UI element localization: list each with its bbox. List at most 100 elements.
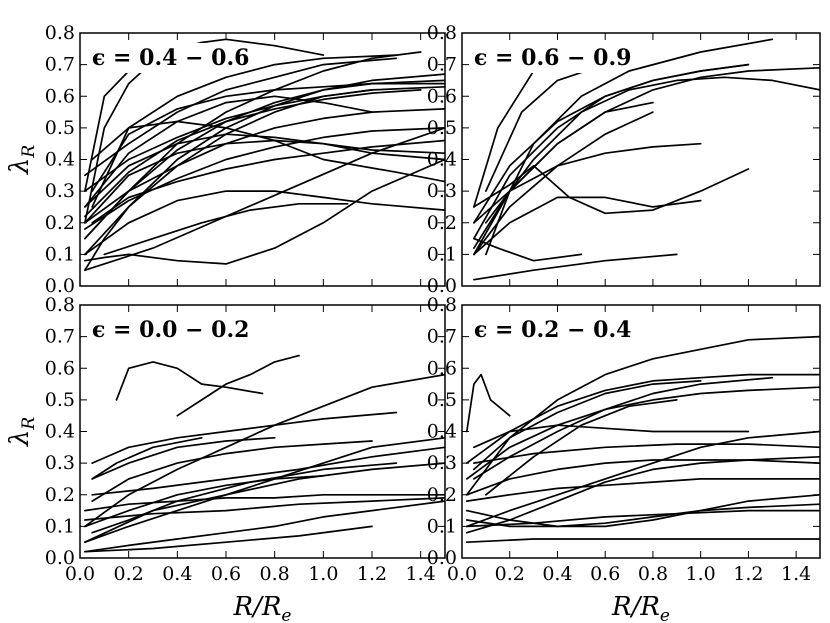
series-line-11 bbox=[84, 474, 325, 528]
y-tick-label: 0.6 bbox=[45, 85, 75, 107]
x-tick-label: 0.0 bbox=[65, 563, 95, 585]
y-tick-label: 0.8 bbox=[45, 22, 75, 44]
series-line-8 bbox=[84, 190, 445, 256]
series-line-5 bbox=[84, 500, 445, 553]
series-line-6 bbox=[473, 196, 702, 256]
y-tick-label: 0.0 bbox=[45, 275, 75, 297]
series-line-4 bbox=[84, 73, 445, 256]
y-tick-label: 0.7 bbox=[45, 54, 75, 76]
series-line-9 bbox=[465, 509, 820, 528]
y-tick-label: 0.6 bbox=[45, 357, 75, 379]
series-line-13 bbox=[84, 89, 422, 218]
series-line-16 bbox=[84, 89, 373, 192]
y-tick-label: 0.6 bbox=[427, 85, 457, 107]
series-line-15 bbox=[465, 455, 820, 534]
y-tick-label: 0.4 bbox=[427, 149, 457, 171]
series-line-6 bbox=[84, 158, 445, 265]
x-tick-label: 0.4 bbox=[162, 563, 192, 585]
series-line-13 bbox=[91, 436, 203, 480]
series-line-0 bbox=[115, 361, 264, 401]
series-line-5 bbox=[465, 493, 820, 528]
series-line-8 bbox=[91, 411, 398, 464]
series-line-12 bbox=[485, 399, 678, 496]
panel-bottom-right: 0.0 0.1 0.2 0.3 0.4 0.5 0.6 0.7 0.8 0.0 0.2 0.4 0.6 0… bbox=[427, 294, 821, 623]
series-line-3 bbox=[465, 386, 820, 480]
y-tick-label: 0.5 bbox=[427, 117, 457, 139]
curves bbox=[465, 335, 820, 544]
y-tick-label: 0.1 bbox=[427, 515, 457, 537]
x-tick-label: 0.0 bbox=[447, 563, 477, 585]
y-tick-label: 0.7 bbox=[45, 326, 75, 348]
y-tick-label: 0.3 bbox=[427, 452, 457, 474]
x-tick-label: 1.2 bbox=[357, 563, 387, 585]
y-tick-label: 0.8 bbox=[45, 294, 75, 316]
x-tick-label: 0.6 bbox=[211, 563, 241, 585]
y-tick-label: 0.4 bbox=[45, 421, 75, 443]
series-line-9 bbox=[473, 101, 654, 249]
series-line-11 bbox=[473, 63, 750, 224]
series-line-4 bbox=[473, 164, 750, 215]
y-tick-label: 0.7 bbox=[427, 54, 457, 76]
y-tick-label: 0.2 bbox=[427, 484, 457, 506]
series-line-1 bbox=[176, 354, 300, 417]
series-line-11 bbox=[84, 95, 373, 208]
x-tick-label: 0.6 bbox=[590, 563, 620, 585]
series-line-8 bbox=[473, 237, 583, 262]
series-line-18 bbox=[91, 139, 445, 224]
x-tick-label: 0.4 bbox=[542, 563, 572, 585]
series-line-0 bbox=[465, 335, 820, 496]
x-tick-label: 0.8 bbox=[260, 563, 290, 585]
series-line-13 bbox=[465, 503, 820, 528]
x-tick-label: 0.2 bbox=[114, 563, 144, 585]
x-tick-label: 1.0 bbox=[686, 563, 716, 585]
series-line-12 bbox=[91, 440, 373, 502]
x-tick-label: 1.4 bbox=[781, 563, 811, 585]
panel-label: ϵ = 0.0 − 0.2 bbox=[92, 317, 249, 343]
x-axis-label: R/Re bbox=[611, 592, 670, 623]
series-line-4 bbox=[84, 493, 445, 512]
y-tick-label: 0.0 bbox=[45, 547, 75, 569]
series-line-16 bbox=[473, 380, 702, 471]
panel-label-bg bbox=[88, 43, 238, 73]
y-tick-label: 0.2 bbox=[427, 212, 457, 234]
series-line-7 bbox=[465, 459, 820, 496]
panel-label-bg bbox=[88, 315, 238, 345]
y-tick-label: 0.1 bbox=[427, 243, 457, 265]
series-line-10 bbox=[473, 376, 774, 480]
series-line-6 bbox=[465, 373, 820, 464]
series-line-7 bbox=[473, 253, 678, 281]
series-line-10 bbox=[485, 76, 820, 224]
series-line-14 bbox=[473, 443, 820, 464]
y-tick-label: 0.4 bbox=[45, 149, 75, 171]
y-axis-label: λR bbox=[5, 417, 39, 447]
series-line-9 bbox=[84, 525, 373, 553]
x-tick-label: 1.4 bbox=[406, 563, 436, 585]
series-line-20 bbox=[84, 57, 398, 177]
series-line-10 bbox=[84, 139, 445, 224]
x-tick-label: 1.0 bbox=[308, 563, 338, 585]
series-line-5 bbox=[473, 142, 702, 224]
y-tick-label: 0.2 bbox=[45, 484, 75, 506]
y-tick-label: 0.5 bbox=[427, 389, 457, 411]
series-line-19 bbox=[84, 127, 445, 272]
curves bbox=[84, 354, 445, 553]
y-tick-label: 0.3 bbox=[45, 180, 75, 202]
y-tick-label: 0.2 bbox=[45, 212, 75, 234]
y-axis-label: λR bbox=[5, 145, 39, 175]
series-line-14 bbox=[84, 127, 445, 230]
series-line-2 bbox=[465, 538, 820, 544]
series-line-15 bbox=[91, 462, 398, 534]
y-tick-label: 0.0 bbox=[427, 547, 457, 569]
y-tick-label: 0.4 bbox=[427, 421, 457, 443]
curves bbox=[84, 38, 445, 272]
series-line-3 bbox=[84, 436, 445, 544]
series-line-10 bbox=[91, 446, 445, 496]
y-tick-label: 0.5 bbox=[45, 389, 75, 411]
series-line-7 bbox=[91, 120, 445, 208]
y-tick-label: 0.8 bbox=[427, 22, 457, 44]
series-line-12 bbox=[473, 111, 654, 256]
x-tick-label: 0.8 bbox=[638, 563, 668, 585]
panel-label: ϵ = 0.4 − 0.6 bbox=[92, 45, 249, 71]
x-axis-label: R/Re bbox=[233, 592, 292, 623]
